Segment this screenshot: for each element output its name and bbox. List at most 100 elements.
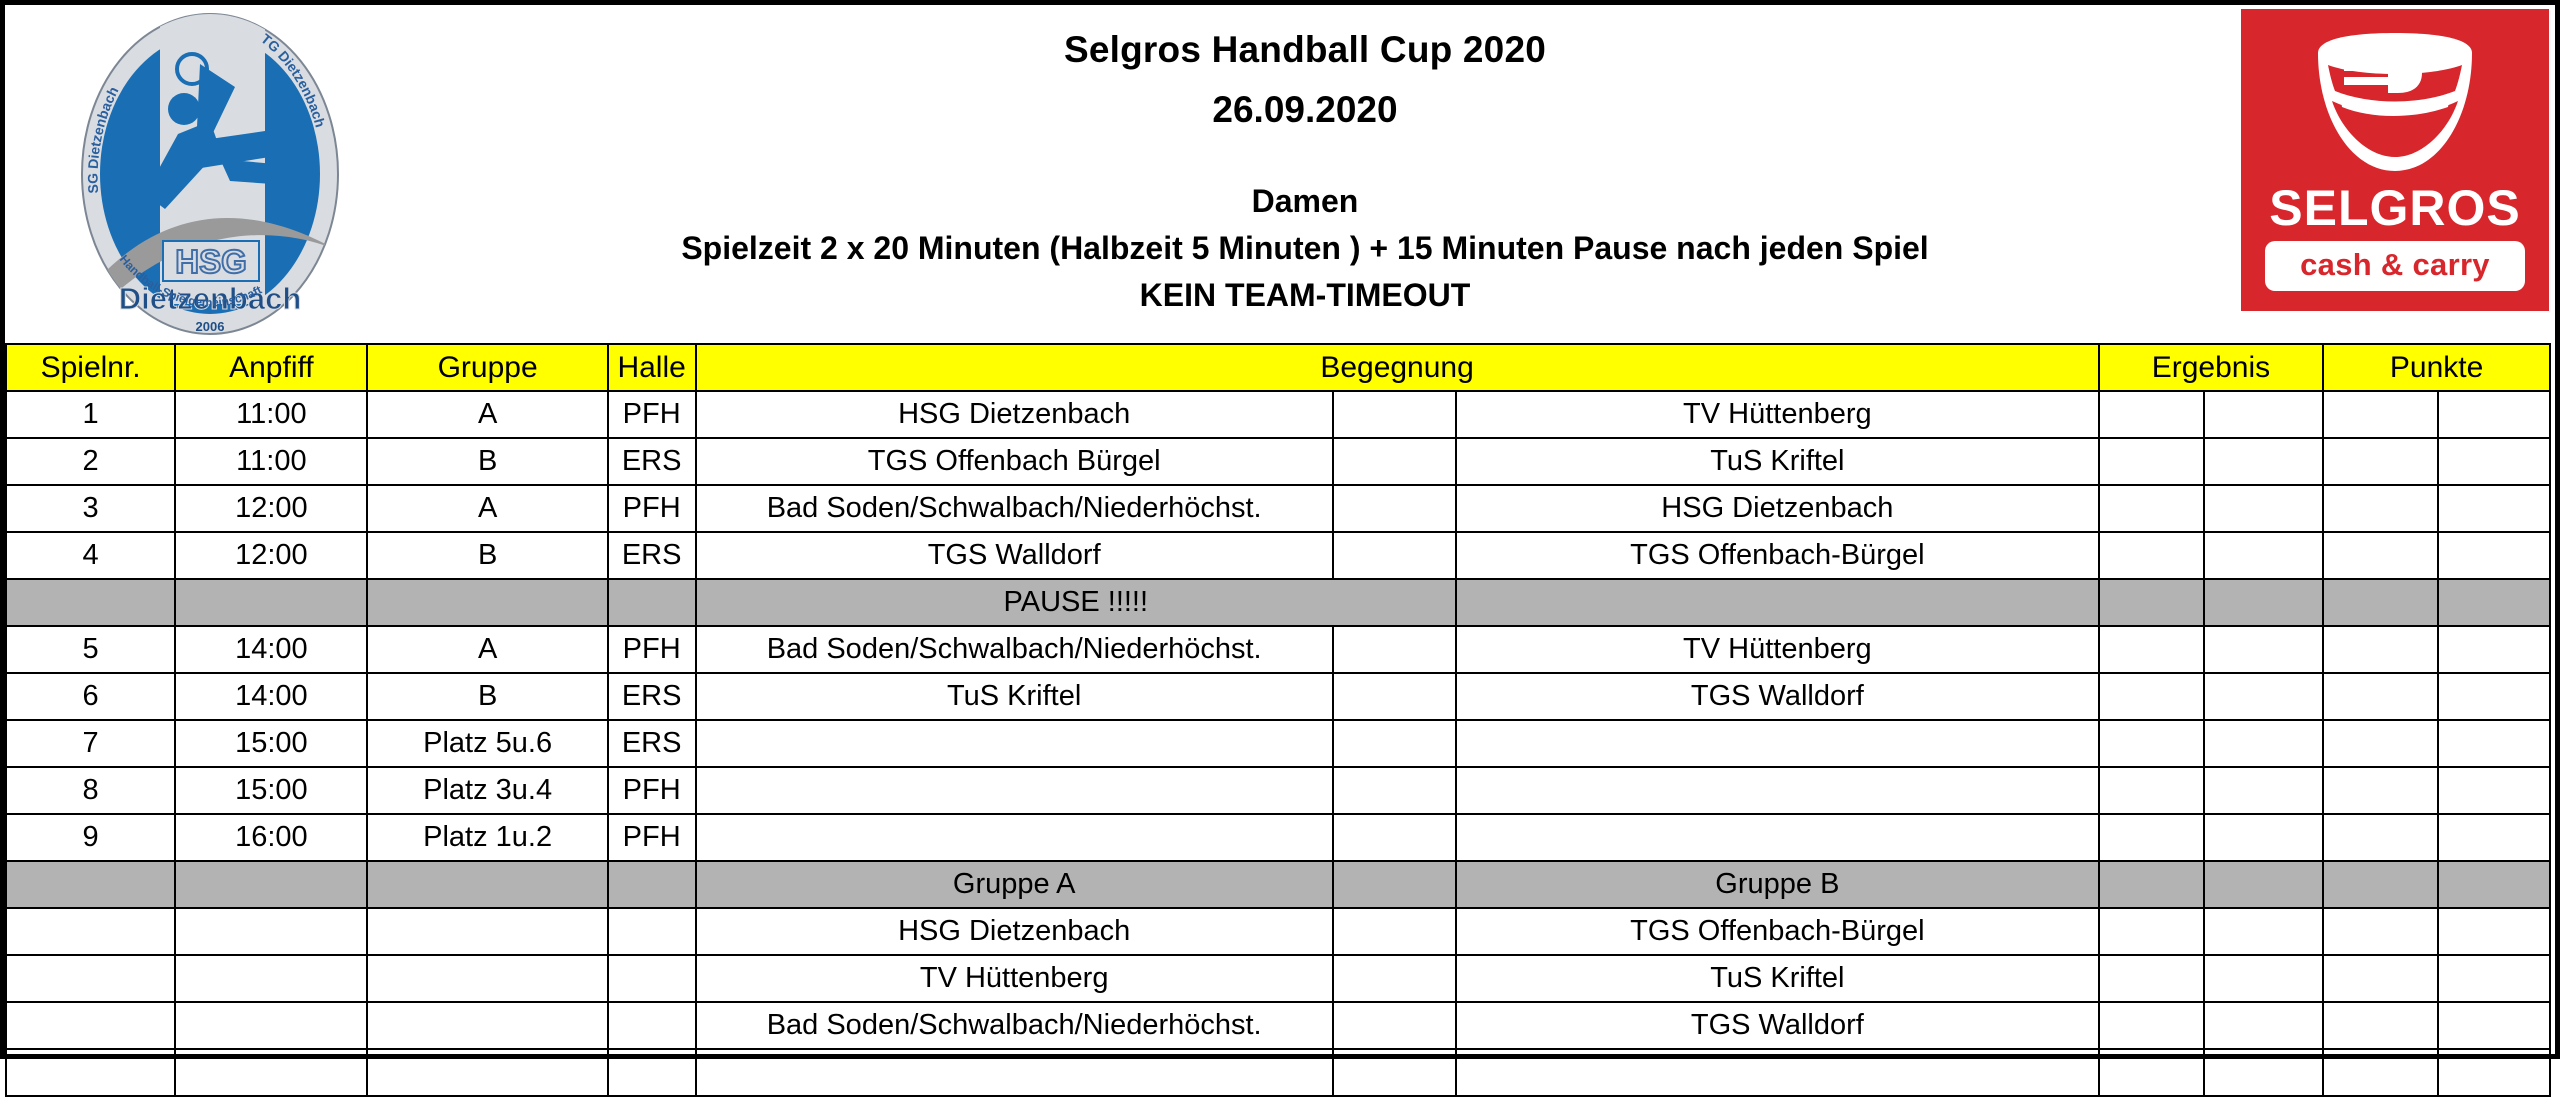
cell-spielnr: 8 [4,766,177,815]
cell-ergebnis-away [2203,437,2325,486]
cell-spielnr: 1 [4,390,177,439]
cell-ergebnis-away [2203,531,2325,580]
cell-punkte-home [2322,437,2440,486]
cell-punkte-home [2322,531,2440,580]
cell-punkte-away [2437,860,2551,909]
table-body: 1 11:00 A PFH HSG Dietzenbach TV Hüttenberg 2 1… [4,390,2551,1097]
cell-punkte-away [2437,390,2551,439]
cell-home-team: Bad Soden/Schwalbach/Niederhöchst. [694,625,1334,674]
cell-away-team: TV Hüttenberg [1455,390,2100,439]
cell-halle: PFH [606,813,697,862]
cell-group-b-title: Gruppe B [1455,860,2100,909]
cell-gruppe [366,954,609,1003]
cell-punkte-away [2437,672,2551,721]
cell-ergebnis-away [2203,672,2325,721]
cell-anpfiff: 16:00 [174,813,369,862]
cell-spielnr [4,954,177,1003]
cell-ergebnis-away [2203,1001,2325,1050]
cell-gruppe [366,860,609,909]
cell-group-a-team: HSG Dietzenbach [694,907,1334,956]
hsg-logo-town: Dietzenbach [119,281,302,316]
cell-anpfiff [174,860,369,909]
cell-ergebnis-home [2097,625,2206,674]
cell-ergebnis-home [2097,766,2206,815]
table-row-match: 9 16:00 Platz 1u.2 PFH [4,813,2551,862]
cell-vs-spacer [1331,672,1458,721]
cell-anpfiff: 14:00 [174,672,369,721]
hsg-logo-year: 2006 [196,319,225,334]
cell-group-b-team: TGS Offenbach-Bürgel [1455,907,2100,956]
cell-punkte-away [2437,578,2551,627]
cell-ergebnis-home [2097,484,2206,533]
cell-group-b-team: TGS Walldorf [1455,1001,2100,1050]
cell-anpfiff [174,907,369,956]
poster-notice: KEIN TEAM-TIMEOUT [1139,277,1471,313]
cell-home-team: TGS Offenbach Bürgel [694,437,1334,486]
cell-home-team: TuS Kriftel [694,672,1334,721]
cell-away-team: TGS Walldorf [1455,672,2100,721]
cell-spielnr [4,907,177,956]
cell-halle [606,907,697,956]
cell-away-team [1455,719,2100,768]
cell-ergebnis-away [2203,860,2325,909]
table-row-match: 7 15:00 Platz 5u.6 ERS [4,719,2551,768]
cell-halle [606,578,697,627]
cell-gruppe: A [366,484,609,533]
cell-anpfiff [174,1048,369,1097]
cell-vs-spacer [1331,625,1458,674]
cell-gruppe: A [366,625,609,674]
cell-vs-spacer [1331,484,1458,533]
cell-halle: ERS [606,719,697,768]
hsg-logo-club: HSG [175,243,247,280]
cell-halle: PFH [606,390,697,439]
table-row-pause: PAUSE !!!!! [4,578,2551,627]
cell-ergebnis-away [2203,390,2325,439]
cell-anpfiff [174,1001,369,1050]
cell-punkte-home [2322,719,2440,768]
cell-punkte-home [2322,860,2440,909]
cell-punkte-home [2322,907,2440,956]
col-header-spielnr: Spielnr. [4,343,177,392]
cell-spielnr: 3 [4,484,177,533]
table-row-match: 4 12:00 B ERS TGS Walldorf TGS Offenbach-Bürg… [4,531,2551,580]
cell-anpfiff: 12:00 [174,484,369,533]
cell-group-spacer [1331,1048,1458,1097]
cell-ergebnis-home [2097,719,2206,768]
cell-group-a-team: TV Hüttenberg [694,954,1334,1003]
cell-ergebnis-home [2097,860,2206,909]
cell-anpfiff [174,578,369,627]
cell-anpfiff: 11:00 [174,390,369,439]
cell-group-b-team: TuS Kriftel [1455,954,2100,1003]
cell-vs-spacer [1331,437,1458,486]
cell-group-spacer [1331,860,1458,909]
cell-spielnr: 2 [4,437,177,486]
cell-pause-spacer [1455,578,2100,627]
cell-home-team [694,766,1334,815]
cell-gruppe: Platz 5u.6 [366,719,609,768]
cell-halle [606,860,697,909]
cell-away-team: TV Hüttenberg [1455,625,2100,674]
cell-anpfiff [174,954,369,1003]
cell-anpfiff: 15:00 [174,719,369,768]
cell-halle: ERS [606,672,697,721]
col-header-begegnung: Begegnung [694,343,2100,392]
selgros-wordmark: SELGROS [2269,180,2521,236]
cell-punkte-away [2437,1001,2551,1050]
cell-home-team: Bad Soden/Schwalbach/Niederhöchst. [694,484,1334,533]
cell-home-team [694,719,1334,768]
selgros-logo: SELGROS cash & carry [2241,9,2549,311]
cell-home-team: HSG Dietzenbach [694,390,1334,439]
col-header-anpfiff: Anpfiff [174,343,369,392]
table-row-match: 8 15:00 Platz 3u.4 PFH [4,766,2551,815]
cell-gruppe [366,578,609,627]
cell-gruppe: Platz 1u.2 [366,813,609,862]
table-row-group-team [4,1048,2551,1097]
cell-spielnr [4,1048,177,1097]
cell-gruppe: B [366,531,609,580]
cell-ergebnis-away [2203,766,2325,815]
table-row-match: 3 12:00 A PFH Bad Soden/Schwalbach/Niederhöc… [4,484,2551,533]
cell-ergebnis-away [2203,578,2325,627]
cell-anpfiff: 12:00 [174,531,369,580]
cell-ergebnis-home [2097,437,2206,486]
cell-gruppe: Platz 3u.4 [366,766,609,815]
